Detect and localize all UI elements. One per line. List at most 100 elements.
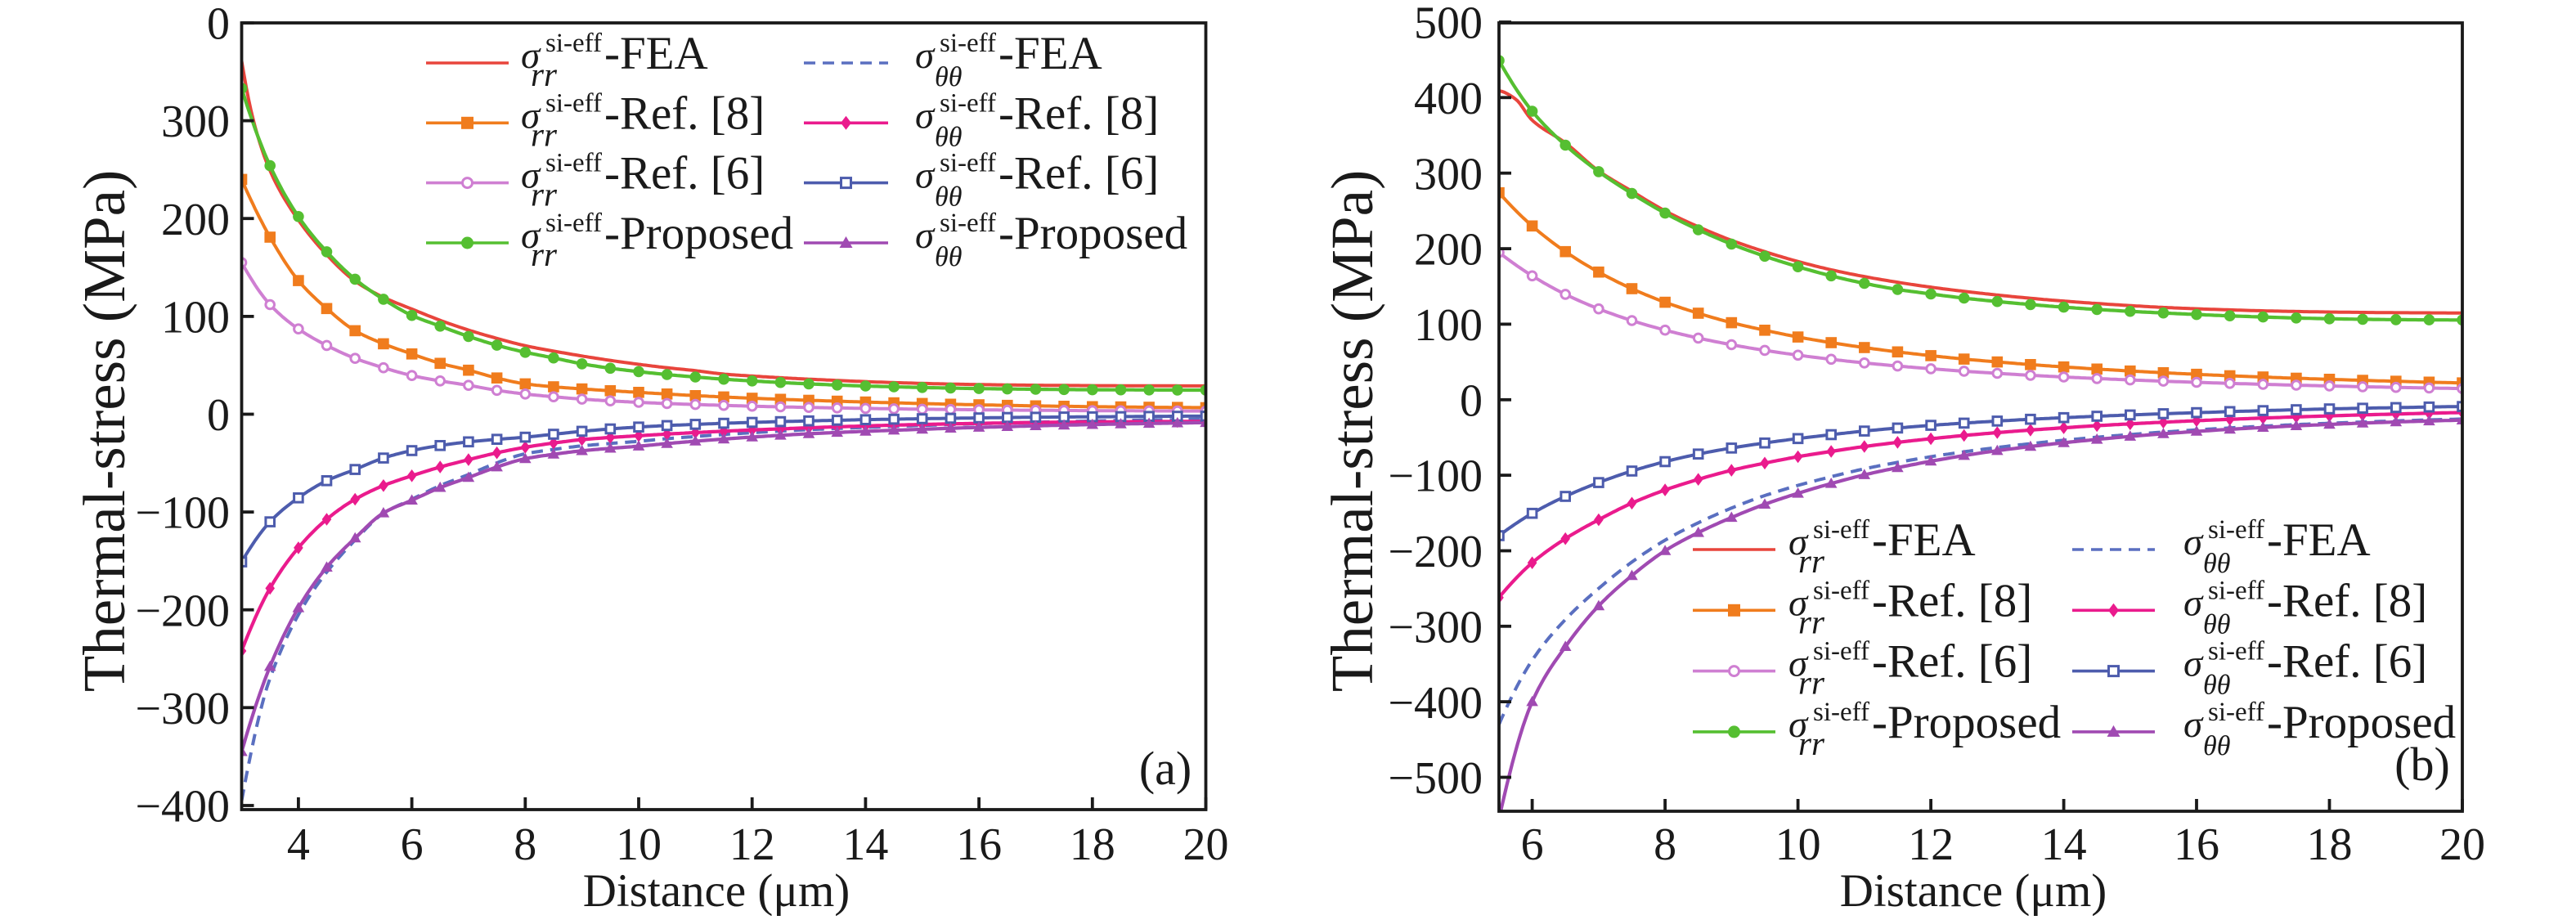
- svg-text:14: 14: [842, 819, 888, 870]
- svg-text:-Ref. [6]: -Ref. [6]: [604, 148, 765, 200]
- svg-text:σ: σ: [2183, 581, 2204, 624]
- svg-text:18: 18: [1070, 819, 1115, 870]
- svg-text:si-eff: si-eff: [940, 88, 996, 118]
- svg-text:0: 0: [207, 390, 230, 441]
- svg-text:-Ref. [6]: -Ref. [6]: [2267, 636, 2427, 688]
- svg-text:20: 20: [2439, 819, 2485, 870]
- svg-text:(a): (a): [1139, 742, 1192, 795]
- svg-text:−400: −400: [1388, 678, 1483, 729]
- svg-text:si-eff: si-eff: [1813, 637, 1869, 666]
- svg-text:-Ref. [8]: -Ref. [8]: [2267, 575, 2427, 626]
- svg-text:16: 16: [2174, 819, 2219, 870]
- svg-text:(b): (b): [2394, 738, 2450, 791]
- svg-text:σ: σ: [915, 214, 936, 257]
- svg-text:σ: σ: [1788, 521, 1809, 563]
- svg-text:rr: rr: [1798, 603, 1825, 640]
- svg-text:−400: −400: [135, 782, 230, 832]
- svg-text:12: 12: [1908, 819, 1954, 870]
- svg-text:-FEA: -FEA: [999, 28, 1102, 79]
- svg-text:si-eff: si-eff: [1813, 576, 1869, 605]
- svg-text:-Ref. [8]: -Ref. [8]: [1872, 575, 2032, 626]
- svg-text:−200: −200: [1388, 527, 1483, 577]
- svg-text:-Ref. [8]: -Ref. [8]: [604, 88, 765, 139]
- svg-text:0: 0: [1460, 375, 1483, 426]
- svg-text:θθ: θθ: [2203, 731, 2230, 761]
- svg-text:0: 0: [207, 0, 230, 50]
- svg-text:si-eff: si-eff: [940, 209, 996, 238]
- svg-text:σ: σ: [2183, 521, 2204, 563]
- svg-text:-FEA: -FEA: [604, 28, 708, 79]
- svg-text:si-eff: si-eff: [545, 209, 602, 238]
- svg-text:-Ref. [6]: -Ref. [6]: [999, 148, 1159, 200]
- svg-text:σ: σ: [521, 214, 541, 257]
- svg-text:Distance (μm): Distance (μm): [583, 865, 850, 916]
- svg-text:-FEA: -FEA: [1872, 514, 1976, 566]
- svg-text:θθ: θθ: [2203, 671, 2230, 701]
- svg-text:rr: rr: [1798, 542, 1825, 580]
- svg-text:σ: σ: [521, 34, 541, 77]
- svg-text:σ: σ: [521, 155, 541, 197]
- svg-text:20: 20: [1183, 819, 1229, 870]
- svg-text:−100: −100: [1388, 451, 1483, 502]
- svg-text:θθ: θθ: [935, 242, 962, 272]
- svg-text:100: 100: [1414, 300, 1483, 351]
- svg-text:Thermal-stress (MPa): Thermal-stress (MPa): [71, 170, 137, 693]
- svg-text:θθ: θθ: [2203, 609, 2230, 640]
- svg-text:500: 500: [1414, 0, 1483, 49]
- svg-text:θθ: θθ: [2203, 549, 2230, 579]
- svg-text:−300: −300: [1388, 602, 1483, 653]
- svg-text:σ: σ: [2183, 643, 2204, 685]
- svg-text:18: 18: [2307, 819, 2353, 870]
- svg-text:Distance (μm): Distance (μm): [1840, 865, 2107, 916]
- svg-text:si-eff: si-eff: [2208, 637, 2264, 666]
- svg-text:-Proposed: -Proposed: [1872, 697, 2061, 748]
- svg-text:10: 10: [616, 819, 662, 870]
- svg-text:rr: rr: [531, 236, 558, 273]
- svg-text:300: 300: [161, 96, 230, 147]
- svg-text:rr: rr: [531, 115, 558, 153]
- svg-text:θθ: θθ: [935, 182, 962, 213]
- svg-text:4: 4: [287, 819, 310, 870]
- svg-text:si-eff: si-eff: [545, 29, 602, 58]
- svg-text:−100: −100: [135, 488, 230, 539]
- svg-text:8: 8: [514, 819, 536, 870]
- svg-text:si-eff: si-eff: [2208, 698, 2264, 727]
- svg-text:si-eff: si-eff: [940, 29, 996, 58]
- svg-text:200: 200: [161, 195, 230, 245]
- svg-text:-Proposed: -Proposed: [604, 208, 793, 259]
- svg-text:-Proposed: -Proposed: [999, 208, 1187, 259]
- svg-text:rr: rr: [531, 56, 558, 93]
- svg-text:σ: σ: [1788, 643, 1809, 685]
- svg-text:σ: σ: [1788, 581, 1809, 624]
- svg-text:6: 6: [401, 819, 424, 870]
- svg-text:100: 100: [161, 293, 230, 343]
- svg-text:si-eff: si-eff: [545, 88, 602, 118]
- svg-text:si-eff: si-eff: [2208, 515, 2264, 545]
- svg-text:σ: σ: [521, 94, 541, 137]
- svg-text:16: 16: [956, 819, 1002, 870]
- svg-text:14: 14: [2041, 819, 2087, 870]
- svg-text:σ: σ: [915, 34, 936, 77]
- svg-text:200: 200: [1414, 225, 1483, 276]
- svg-text:Thermal-stress (MPa): Thermal-stress (MPa): [1319, 170, 1385, 693]
- svg-text:12: 12: [729, 819, 775, 870]
- svg-text:−300: −300: [135, 684, 230, 734]
- svg-text:6: 6: [1521, 819, 1544, 870]
- svg-text:-Ref. [6]: -Ref. [6]: [1872, 636, 2032, 688]
- svg-text:si-eff: si-eff: [545, 149, 602, 178]
- svg-text:-FEA: -FEA: [2267, 514, 2371, 566]
- svg-text:θθ: θθ: [935, 122, 962, 152]
- svg-text:σ: σ: [915, 155, 936, 197]
- svg-text:rr: rr: [1798, 725, 1825, 762]
- svg-text:300: 300: [1414, 149, 1483, 200]
- svg-text:-Ref. [8]: -Ref. [8]: [999, 88, 1159, 139]
- svg-text:σ: σ: [2183, 703, 2204, 746]
- svg-text:rr: rr: [531, 176, 558, 213]
- svg-text:rr: rr: [1798, 664, 1825, 702]
- svg-text:−200: −200: [135, 586, 230, 636]
- svg-text:si-eff: si-eff: [940, 149, 996, 178]
- svg-text:10: 10: [1775, 819, 1821, 870]
- svg-text:8: 8: [1654, 819, 1676, 870]
- svg-text:si-eff: si-eff: [1813, 698, 1869, 727]
- svg-text:−500: −500: [1388, 753, 1483, 804]
